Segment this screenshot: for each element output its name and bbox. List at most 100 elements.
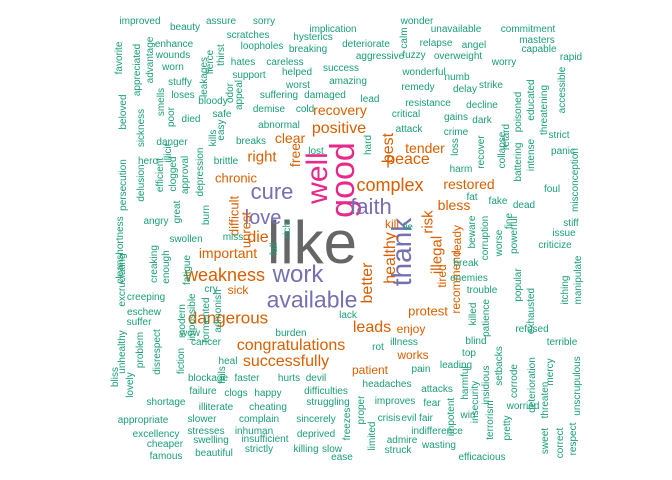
word-masters: masters: [519, 35, 555, 46]
word-impotent: impotent: [446, 397, 457, 437]
word-delay: delay: [453, 84, 477, 95]
word-kills: kills: [208, 129, 219, 147]
word-creeping: creeping: [126, 292, 166, 303]
word-fuzzy: fuzzy: [402, 50, 426, 61]
word-fall: fall: [269, 242, 280, 256]
word-fake: fake: [488, 196, 508, 207]
word-sweet: sweet: [540, 427, 551, 455]
word-sickness: sickness: [136, 108, 147, 148]
word-leakages: leakages: [199, 56, 210, 98]
word-stresses: stresses: [187, 426, 225, 437]
word-attack: attack: [395, 124, 423, 135]
word-hurts: hurts: [277, 373, 301, 384]
word-efficacious: efficacious: [458, 452, 506, 463]
word-illness: illness: [390, 337, 418, 348]
word-decline: decline: [466, 100, 498, 111]
word-hero: hero: [137, 156, 159, 167]
word-works: works: [397, 348, 429, 362]
word-manipulate: manipulate: [573, 255, 584, 305]
word-break: break: [453, 258, 479, 269]
word-bless: bless: [437, 197, 471, 213]
word-worn: worn: [162, 62, 184, 73]
word-aggressive: aggressive: [355, 51, 405, 62]
word-restored: restored: [443, 176, 495, 192]
word-protest: protest: [408, 303, 448, 319]
word-tired: tired: [435, 264, 449, 288]
word-fat: fat: [466, 192, 478, 203]
word-available: available: [266, 286, 358, 313]
word-loopholes: loopholes: [240, 41, 284, 52]
word-cheaper: cheaper: [146, 439, 184, 450]
word-terrorism: terrorism: [485, 400, 496, 440]
word-assure: assure: [205, 16, 237, 27]
word-famous: famous: [149, 451, 183, 462]
word-helped: helped: [281, 67, 313, 78]
word-improves: improves: [374, 396, 416, 407]
word-headaches: headaches: [362, 379, 412, 390]
word-impossible: impossible: [187, 293, 198, 341]
word-great: great: [172, 200, 183, 224]
word-popular: popular: [513, 268, 524, 302]
word-improved: improved: [119, 16, 161, 27]
word-corrode: corrode: [509, 364, 520, 398]
word-swollen: swollen: [169, 234, 203, 245]
word-brittle: brittle: [213, 156, 239, 167]
word-congratulations: congratulations: [236, 337, 346, 354]
word-respect: respect: [568, 422, 579, 456]
word-dead: dead: [512, 200, 536, 211]
word-killed: killed: [468, 302, 479, 326]
word-advantage: advantage: [145, 36, 156, 84]
word-cry: cry: [204, 284, 218, 295]
word-issue: issue: [552, 228, 576, 239]
word-insecurity: insecurity: [470, 380, 481, 424]
word-freezes: freezes: [342, 407, 353, 441]
word-careless: careless: [266, 57, 304, 68]
word-accessible: accessible: [557, 66, 568, 114]
word-wonderful: wonderful: [402, 67, 446, 78]
word-wasting: wasting: [422, 440, 456, 451]
word-deprived: deprived: [296, 429, 336, 440]
word-appeal: appeal: [234, 79, 245, 111]
word-crisis: crisis: [377, 413, 401, 424]
word-intense: intense: [526, 138, 537, 172]
word-breaking: breaking: [288, 44, 328, 55]
word-peace: peace: [386, 151, 430, 168]
word-slower: slower: [187, 414, 217, 425]
word-abnormal: abnormal: [258, 120, 300, 131]
word-stiff: stiff: [563, 218, 579, 229]
word-beware: beware: [467, 215, 478, 249]
word-overweight: overweight: [433, 51, 483, 62]
word-terrible: terrible: [546, 337, 578, 348]
word-lovely: lovely: [125, 372, 136, 398]
word-inhuman: inhuman: [234, 426, 274, 437]
word-exhausted: exhausted: [526, 287, 537, 335]
word-evil: evil: [401, 413, 417, 424]
word-leading: leading: [439, 360, 473, 371]
word-fails: fails: [217, 366, 228, 384]
word-commitment: commitment: [500, 24, 556, 35]
word-pretty: pretty: [502, 415, 513, 441]
word-capable: capable: [521, 44, 557, 55]
word-burden: burden: [275, 328, 307, 339]
word-successfully: successfully: [242, 353, 330, 370]
word-recovery: recovery: [313, 102, 367, 118]
word-difficulties: difficulties: [304, 386, 348, 397]
word-itching: itching: [560, 275, 571, 305]
word-tormented: tormented: [201, 297, 212, 343]
word-cure: cure: [250, 179, 294, 204]
word-persecution: persecution: [118, 159, 129, 211]
word-unavailable: unavailable: [430, 24, 482, 35]
word-ease: ease: [331, 452, 353, 463]
word-sorry: sorry: [252, 16, 276, 27]
word-deteriorate: deteriorate: [342, 39, 390, 50]
word-angry: angry: [143, 216, 169, 227]
word-beauty: beauty: [169, 22, 201, 33]
word-pain: pain: [411, 364, 431, 375]
word-fiction: fiction: [176, 347, 187, 375]
word-well: well: [301, 152, 334, 204]
word-ready: ready: [450, 224, 464, 256]
word-worry: worry: [491, 57, 517, 68]
word-excellency: excellency: [132, 429, 180, 440]
word-happy: happy: [254, 388, 282, 399]
